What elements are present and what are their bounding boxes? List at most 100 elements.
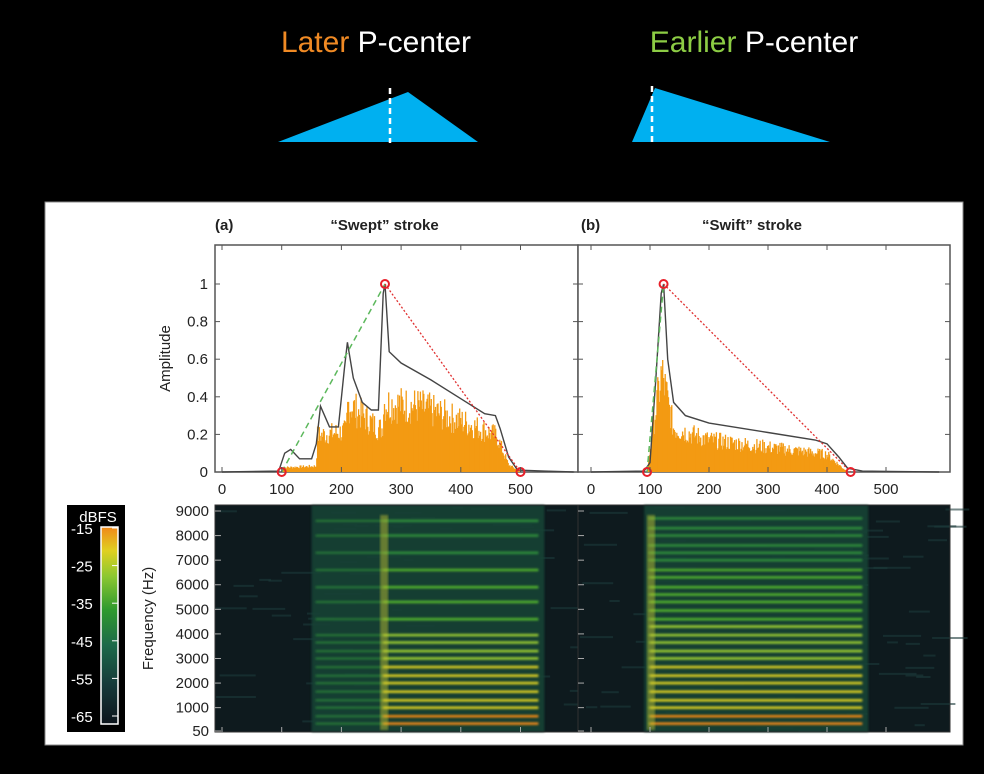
plot-area (577, 244, 951, 473)
noise-band (281, 571, 322, 574)
colorbar-ticks: -15 -25 -35 -45 -55 -65 (71, 521, 118, 726)
rise-line (646, 283, 665, 473)
fall-line (384, 283, 522, 473)
noise-band (219, 674, 256, 677)
noise-band (914, 724, 925, 727)
harmonics (648, 517, 863, 725)
marker-point (658, 279, 669, 289)
panel-title: “Swept” stroke (330, 217, 438, 234)
marker-point (845, 467, 856, 477)
noise-band (601, 691, 619, 694)
x-tick-label: 200 (329, 481, 354, 498)
noise-band (905, 674, 924, 677)
panel-letter: (b) (581, 217, 600, 234)
noise-band (923, 654, 936, 657)
noise-band (858, 663, 880, 665)
panel-letter: (a) (215, 217, 233, 234)
colorbar-tick-label: -55 (71, 671, 93, 688)
earlier-word: Earlier (650, 26, 737, 59)
later-pcenter-label: Later P-center (281, 26, 471, 59)
noise-band (216, 696, 256, 698)
later-word: Later (281, 26, 349, 59)
x-tick-label: 500 (508, 481, 533, 498)
freq-tick-label: 3000 (176, 650, 209, 667)
later-rest: P-center (349, 26, 471, 59)
noise-band (293, 638, 323, 641)
noise-band (233, 584, 254, 587)
x-tick-label: 100 (269, 481, 294, 498)
noise-band (252, 607, 286, 610)
colorbar-tick-label: -15 (71, 521, 93, 538)
waveform (281, 388, 521, 472)
noise-band (875, 520, 900, 523)
x-tick-label: 400 (814, 481, 839, 498)
earlier-envelope-shape (632, 88, 830, 142)
colorbar-tick-label: -35 (71, 596, 93, 613)
noise-band (546, 509, 566, 512)
noise-band (302, 720, 320, 723)
noise-band (903, 555, 924, 558)
freq-axis-label: Frequency (Hz) (140, 567, 157, 670)
spectrogram-frame (577, 504, 951, 733)
freq-tick-label: 50 (192, 723, 209, 740)
harmonics (315, 519, 539, 725)
x-tick-label: 0 (218, 481, 226, 498)
noise-band (582, 582, 614, 585)
noise-band (550, 607, 587, 610)
y-tick-label: 1 (200, 276, 208, 293)
x-tick-label: 0 (587, 481, 595, 498)
y-tick-label: 0.6 (187, 351, 208, 368)
noise-band (539, 557, 555, 559)
noise-band (878, 672, 917, 675)
noise-band (583, 543, 617, 546)
noise-band (887, 641, 898, 644)
colorbar-tick-label: -45 (71, 634, 93, 651)
freq-tick-label: 9000 (176, 503, 209, 520)
colorbar-tick-label: -25 (71, 559, 93, 576)
x-tick-label: 300 (389, 481, 414, 498)
colorbar-label: dBFS (79, 509, 117, 526)
noise-band (621, 666, 652, 669)
noise-band (579, 636, 613, 639)
noise-band (873, 566, 911, 569)
freq-tick-label: 6000 (176, 577, 209, 594)
noise-band (239, 595, 258, 598)
noise-band (271, 614, 292, 617)
noise-band (928, 539, 947, 542)
x-tick-label: 200 (696, 481, 721, 498)
panel-title: “Swift” stroke (702, 217, 802, 234)
marker-point (379, 279, 390, 289)
waveform (647, 360, 848, 472)
noise-band (563, 703, 579, 706)
y-axis-label: Amplitude (157, 325, 174, 392)
y-tick-label: 0.8 (187, 314, 208, 331)
later-envelope-shape (278, 92, 478, 142)
x-tick-label: 300 (755, 481, 780, 498)
noise-band (220, 510, 237, 513)
noise-band (945, 508, 970, 511)
fall-line (663, 283, 852, 473)
x-tick-label: 100 (637, 481, 662, 498)
freq-tick-label: 7000 (176, 552, 209, 569)
colorbar-gradient (100, 526, 119, 725)
noise-band (905, 666, 935, 669)
noise-band (920, 703, 956, 705)
noise-band (215, 607, 247, 610)
noise-band (883, 634, 922, 637)
freq-tick-label: 5000 (176, 601, 209, 618)
panel-b: (b) “Swift” stroke 0 100 200 300 400 500 (577, 217, 970, 733)
amplitude-envelope (221, 283, 575, 473)
noise-band (589, 511, 628, 514)
spectrogram (577, 504, 970, 733)
noise-band (600, 705, 631, 708)
rise-line (281, 283, 386, 473)
freq-tick-label: 4000 (176, 626, 209, 643)
spectrogram (214, 504, 599, 733)
freq-tick-label: 8000 (176, 528, 209, 545)
x-tick-label: 400 (448, 481, 473, 498)
noise-band (609, 600, 620, 602)
onset-burst (647, 515, 655, 730)
